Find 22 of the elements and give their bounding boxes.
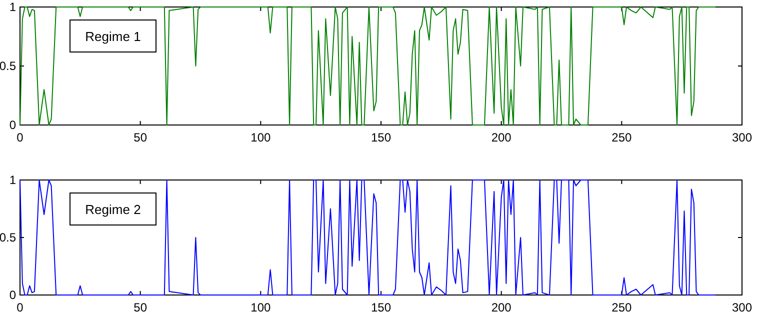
annotation: Regime 1 — [85, 29, 141, 44]
x-tick-label: 150 — [370, 300, 392, 315]
x-tick-label: 250 — [612, 130, 632, 145]
x-tick-label: 250 — [612, 300, 632, 315]
x-tick-label: 200 — [491, 130, 512, 145]
x-tick-label: 100 — [250, 130, 271, 145]
y-tick-label: 0.5 — [0, 58, 16, 73]
annotation: Regime 2 — [85, 202, 141, 217]
x-tick-label: 300 — [732, 300, 752, 315]
y-tick-label: 1 — [9, 172, 16, 187]
y-tick-label: 0 — [9, 288, 16, 302]
x-tick-label: 100 — [250, 300, 271, 315]
line-series — [20, 6, 716, 126]
x-tick-label: 300 — [732, 130, 752, 145]
x-tick-label: 50 — [134, 130, 148, 145]
x-tick-label: 200 — [491, 300, 512, 315]
line-series — [20, 180, 716, 296]
y-tick-label: 0 — [9, 118, 16, 132]
y-tick-label: 0.5 — [0, 230, 16, 244]
y-tick-label: 1 — [9, 0, 16, 14]
x-tick-label: 150 — [370, 130, 392, 145]
x-tick-label: 50 — [134, 300, 148, 315]
